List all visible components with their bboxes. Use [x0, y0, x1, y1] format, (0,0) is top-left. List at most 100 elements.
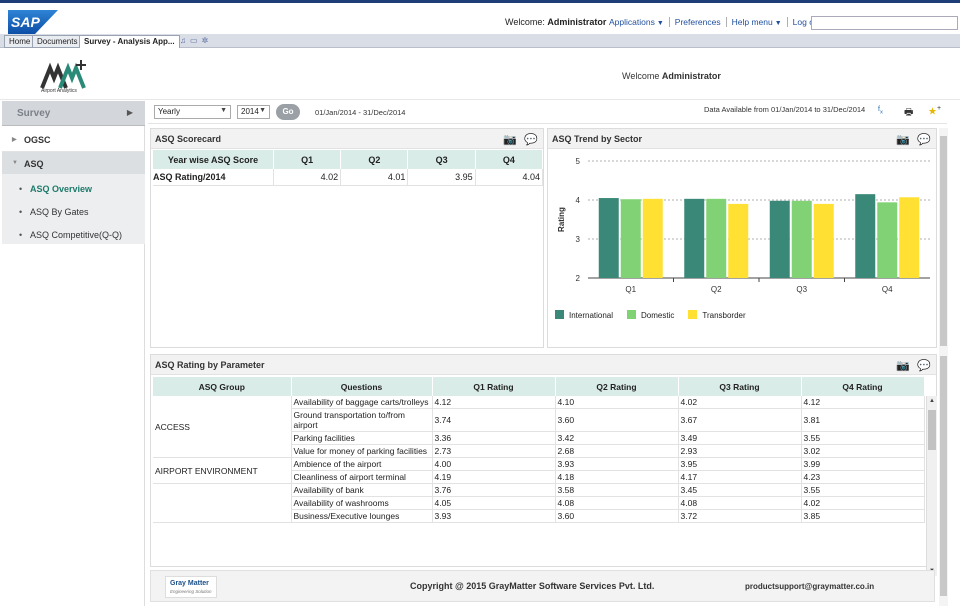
- trend-chart: 2 3 4 5 Rating Q1 Q2 Q3 Q4: [557, 157, 930, 294]
- rating-cell: 4.02: [801, 496, 925, 510]
- bar-transborder-q2: [728, 203, 749, 278]
- sidebar-root-label: Survey: [17, 108, 51, 119]
- sidebar-subitem-asq-by-gates[interactable]: • ASQ By Gates: [2, 201, 145, 223]
- camera-icon[interactable]: 📷: [896, 134, 910, 146]
- table-scrollbar[interactable]: ▲ ▼: [926, 396, 937, 576]
- restore-icon[interactable]: ▭: [190, 36, 202, 45]
- sidebar-subitem-label: ASQ By Gates: [30, 207, 89, 217]
- period-select[interactable]: Yearly ▼: [154, 105, 231, 119]
- tab-home[interactable]: Home: [4, 35, 36, 48]
- support-email-link[interactable]: productsupport@graymatter.co.in: [745, 582, 875, 591]
- table-cell: 4.04: [475, 169, 544, 186]
- sidebar-item-ogsc[interactable]: ▶ OGSC: [2, 128, 145, 152]
- column-header: Q2: [340, 150, 409, 169]
- top-search-input[interactable]: [811, 16, 958, 30]
- question-cell: Availability of bank: [291, 483, 433, 497]
- chevron-down-icon: ▼: [656, 20, 664, 27]
- scroll-thumb[interactable]: [928, 410, 936, 450]
- legend-item[interactable]: International: [555, 310, 613, 320]
- sidebar-item-label: ASQ: [24, 159, 44, 169]
- graymatter-logo-name: Gray Matter: [170, 580, 209, 587]
- legend-swatch: [688, 310, 698, 319]
- chevron-down-icon: ▼: [774, 20, 782, 27]
- chart-legend: International Domestic Transborder: [555, 310, 746, 320]
- question-cell: Business/Executive lounges: [291, 509, 433, 523]
- log-off-link[interactable]: Log off: [786, 17, 824, 27]
- welcome-prefix: Welcome:: [505, 17, 545, 27]
- tab-documents[interactable]: Documents: [32, 35, 83, 48]
- scroll-up-icon[interactable]: ▲: [929, 398, 935, 404]
- camera-icon[interactable]: 📷: [503, 134, 517, 146]
- scroll-thumb[interactable]: [940, 136, 947, 346]
- chevron-down-icon: ▼: [220, 107, 227, 114]
- rating-cell: 3.81: [801, 408, 925, 432]
- favorite-add-icon[interactable]: ★+: [928, 105, 942, 118]
- rating-cell: 2.93: [678, 444, 802, 458]
- rating-cell: 4.08: [555, 496, 679, 510]
- top-username: Administrator: [547, 17, 607, 27]
- question-cell: Cleanliness of airport terminal: [291, 470, 433, 484]
- comment-icon[interactable]: 💬: [917, 360, 931, 372]
- copyright-text: Copyright @ 2015 GrayMatter Software Ser…: [410, 581, 655, 591]
- column-header: Q3: [407, 150, 476, 169]
- panel-header: ASQ Rating by Parameter 📷 💬: [151, 355, 936, 375]
- scorecard-title: ASQ Scorecard: [155, 134, 222, 144]
- y-tick-label: 5: [576, 157, 581, 166]
- comment-icon[interactable]: 💬: [524, 134, 538, 146]
- table-row: AIRPORT ENVIRONMENT Ambience of the airpo…: [153, 457, 925, 484]
- print-icon[interactable]: 🖶: [904, 107, 914, 118]
- parameter-table-wrap[interactable]: ASQ Group Questions Q1 Rating Q2 Rating …: [153, 377, 937, 576]
- bar-international-q3: [769, 200, 790, 278]
- portal-tab-row: Home Documents Survey - Analysis App...: [0, 34, 960, 48]
- sidebar-root-survey[interactable]: Survey ▶: [2, 101, 145, 126]
- header-username: Administrator: [661, 71, 721, 81]
- chevron-right-icon: ▶: [126, 108, 133, 117]
- rating-cell: 3.99: [801, 457, 925, 471]
- table-row: ACCESS Availability of baggage carts/trol…: [153, 396, 925, 458]
- rating-cell: 4.23: [801, 470, 925, 484]
- question-cell: Value for money of parking facilities: [291, 444, 433, 458]
- question-cell: Availability of washrooms: [291, 496, 433, 510]
- y-tick-label: 2: [576, 274, 581, 283]
- year-select[interactable]: 2014 ▼: [237, 105, 270, 119]
- pin-icon[interactable]: ♫: [180, 36, 190, 45]
- formula-icon[interactable]: fx: [878, 106, 883, 116]
- header-welcome: Welcome Administrator: [622, 71, 721, 81]
- legend-item[interactable]: Domestic: [627, 310, 674, 320]
- tab-survey-analysis[interactable]: Survey - Analysis App...: [79, 35, 180, 48]
- column-header: Q4 Rating: [801, 377, 925, 396]
- sidebar-subitem-asq-overview[interactable]: • ASQ Overview: [2, 178, 145, 200]
- sidebar-item-label: OGSC: [24, 135, 51, 145]
- bar-domestic-q2: [706, 198, 727, 278]
- legend-label: Transborder: [702, 311, 746, 320]
- scorecard-panel: ASQ Scorecard 📷 💬 Year wise ASQ Score Q1…: [150, 128, 544, 348]
- preferences-link[interactable]: Preferences: [668, 17, 726, 27]
- legend-item[interactable]: Transborder: [688, 310, 746, 320]
- asq-group-cell: [153, 483, 292, 523]
- camera-icon[interactable]: 📷: [896, 360, 910, 372]
- column-header: Q1 Rating: [432, 377, 556, 396]
- sidebar-subitem-asq-competitive[interactable]: • ASQ Competitive(Q-Q): [2, 224, 145, 246]
- comment-icon[interactable]: 💬: [917, 134, 931, 146]
- sidebar-submenu: [2, 174, 145, 244]
- rating-cell: 3.02: [801, 444, 925, 458]
- help-menu-link[interactable]: Help menu ▼: [725, 17, 787, 27]
- rating-cell: 4.08: [678, 496, 802, 510]
- go-button[interactable]: Go: [276, 104, 300, 120]
- column-header: ASQ Group: [153, 377, 292, 396]
- table-row: Value for money of parking facilities 2.7…: [153, 444, 925, 458]
- applications-link[interactable]: Applications ▼: [609, 17, 664, 27]
- close-tab-icon[interactable]: ✲: [201, 36, 213, 45]
- column-header: Q3 Rating: [678, 377, 802, 396]
- x-tick-label: Q3: [796, 285, 807, 294]
- graymatter-logo-tagline: Engineering Solution: [170, 589, 212, 594]
- parameter-table-body: ACCESS Availability of baggage carts/trol…: [153, 396, 925, 523]
- caret-right-icon: ▶: [12, 137, 17, 143]
- sidebar-item-asq[interactable]: ▼ ASQ: [2, 152, 145, 176]
- table-cell: 3.95: [407, 169, 476, 186]
- airport-analytics-logo: [40, 60, 86, 89]
- scroll-thumb[interactable]: [940, 356, 947, 596]
- question-cell: Availability of baggage carts/trolleys: [291, 396, 433, 409]
- page-scrollbar[interactable]: [939, 128, 948, 606]
- table-header-row: Year wise ASQ Score Q1 Q2 Q3 Q4: [153, 150, 544, 169]
